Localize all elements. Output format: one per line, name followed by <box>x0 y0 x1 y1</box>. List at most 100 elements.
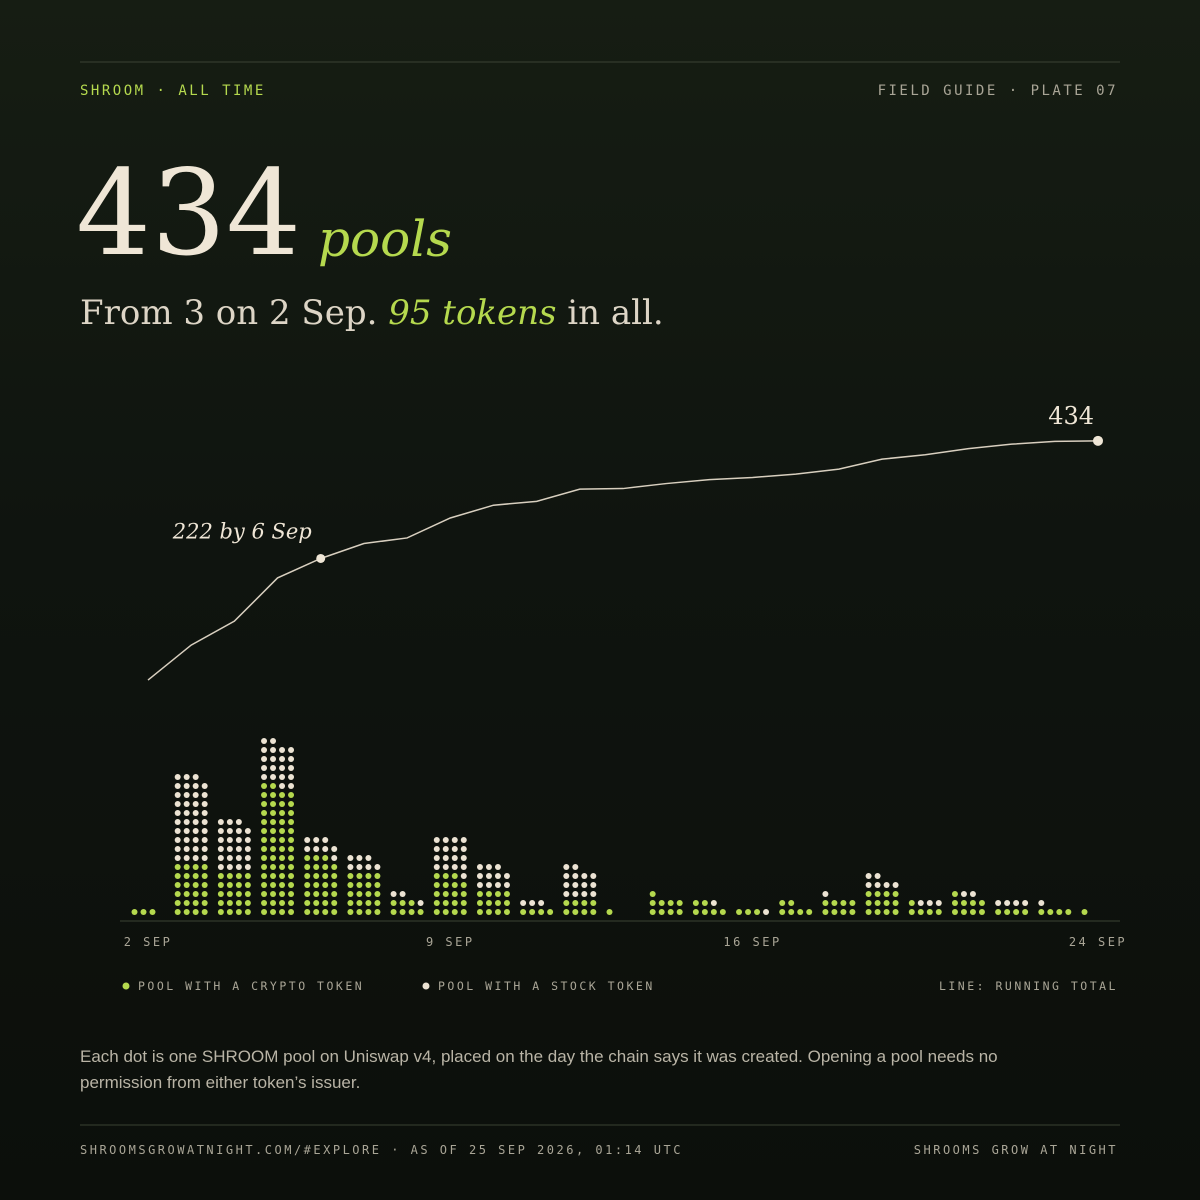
pool-dot <box>131 909 138 915</box>
pool-dot <box>261 738 268 744</box>
pool-dot <box>244 873 251 879</box>
pool-dot <box>374 882 381 888</box>
pool-dot <box>399 891 406 897</box>
pool-dot <box>806 909 813 915</box>
pool-dot <box>226 828 233 834</box>
pool-dot <box>442 837 449 843</box>
subtitle: From 3 on 2 Sep. 95 tokens in all. <box>80 293 664 333</box>
pool-dot <box>433 837 440 843</box>
pool-dot <box>270 738 277 744</box>
pool-dot <box>226 891 233 897</box>
pool-dot <box>649 909 656 915</box>
pool-dot <box>288 783 295 789</box>
pool-dot <box>590 909 597 915</box>
pool-dot <box>279 855 286 861</box>
subtitle-text: From 3 on 2 Sep. <box>80 293 388 333</box>
legend-label: POOL WITH A CRYPTO TOKEN <box>138 979 364 993</box>
pool-dot <box>433 864 440 870</box>
pool-dot <box>365 864 372 870</box>
pool-dot <box>279 765 286 771</box>
pool-dot <box>1022 900 1029 906</box>
pool-dot <box>279 864 286 870</box>
pool-dot <box>822 891 829 897</box>
pool-dot <box>270 891 277 897</box>
pool-dot <box>174 774 181 780</box>
pool-dot <box>460 882 467 888</box>
pool-dot <box>261 846 268 852</box>
pool-dot <box>217 846 224 852</box>
pool-dot <box>322 846 329 852</box>
pool-dot <box>183 801 190 807</box>
pool-dot <box>779 900 786 906</box>
pool-dot <box>261 828 268 834</box>
pool-dot <box>951 891 958 897</box>
pool-dot <box>831 909 838 915</box>
pool-dot <box>201 909 208 915</box>
pool-dot <box>581 909 588 915</box>
pool-dot <box>485 909 492 915</box>
pool-dot <box>279 837 286 843</box>
pool-dot <box>581 891 588 897</box>
pool-dot <box>365 873 372 879</box>
pool-dot <box>279 810 286 816</box>
pool-dot <box>304 846 311 852</box>
pool-dot <box>288 792 295 798</box>
pool-dot <box>572 909 579 915</box>
pool-dot <box>365 909 372 915</box>
pool-dot <box>235 855 242 861</box>
pool-dot <box>313 873 320 879</box>
running-total-line <box>147 440 1099 681</box>
pool-dot <box>572 891 579 897</box>
pool-dot <box>174 900 181 906</box>
pool-dot <box>270 783 277 789</box>
pool-dot <box>235 891 242 897</box>
pool-dot <box>261 864 268 870</box>
pool-dot <box>572 873 579 879</box>
pool-dot <box>261 810 268 816</box>
pool-dot <box>288 873 295 879</box>
pool-dot <box>235 909 242 915</box>
pool-dot <box>279 747 286 753</box>
pool-dot <box>201 810 208 816</box>
pool-dot <box>192 801 199 807</box>
pool-dot <box>460 873 467 879</box>
pool-dot <box>745 909 752 915</box>
pool-dot <box>235 900 242 906</box>
pool-dot <box>201 882 208 888</box>
pool-dot <box>969 891 976 897</box>
pool-dot <box>667 909 674 915</box>
pool-dot <box>288 864 295 870</box>
pool-dot <box>304 891 311 897</box>
pool-dot <box>192 909 199 915</box>
pool-dot <box>288 891 295 897</box>
pool-dot <box>563 873 570 879</box>
pool-dot <box>270 864 277 870</box>
pool-dot <box>935 909 942 915</box>
pool-dot <box>779 909 786 915</box>
pool-dot <box>408 909 415 915</box>
pool-dot <box>1038 909 1045 915</box>
pool-dot <box>485 891 492 897</box>
pool-dot <box>763 909 770 915</box>
pool-dot <box>710 909 717 915</box>
pool-dot <box>183 891 190 897</box>
pool-dot <box>331 900 338 906</box>
pool-dot <box>183 900 190 906</box>
pool-dot <box>279 909 286 915</box>
pool-dot <box>270 810 277 816</box>
pool-dot <box>261 801 268 807</box>
x-tick-label: 24 SEP <box>1069 935 1127 949</box>
pool-dot <box>865 909 872 915</box>
pool-dot <box>244 846 251 852</box>
pool-dot <box>226 873 233 879</box>
pool-dot <box>442 864 449 870</box>
line-end-label: 434 <box>1048 402 1094 430</box>
pool-dot <box>288 882 295 888</box>
pool-dot <box>347 855 354 861</box>
pool-dot <box>874 909 881 915</box>
pool-dot <box>226 909 233 915</box>
pool-dot <box>201 900 208 906</box>
pool-dot <box>563 891 570 897</box>
pool-dot <box>261 900 268 906</box>
pool-dot <box>244 891 251 897</box>
